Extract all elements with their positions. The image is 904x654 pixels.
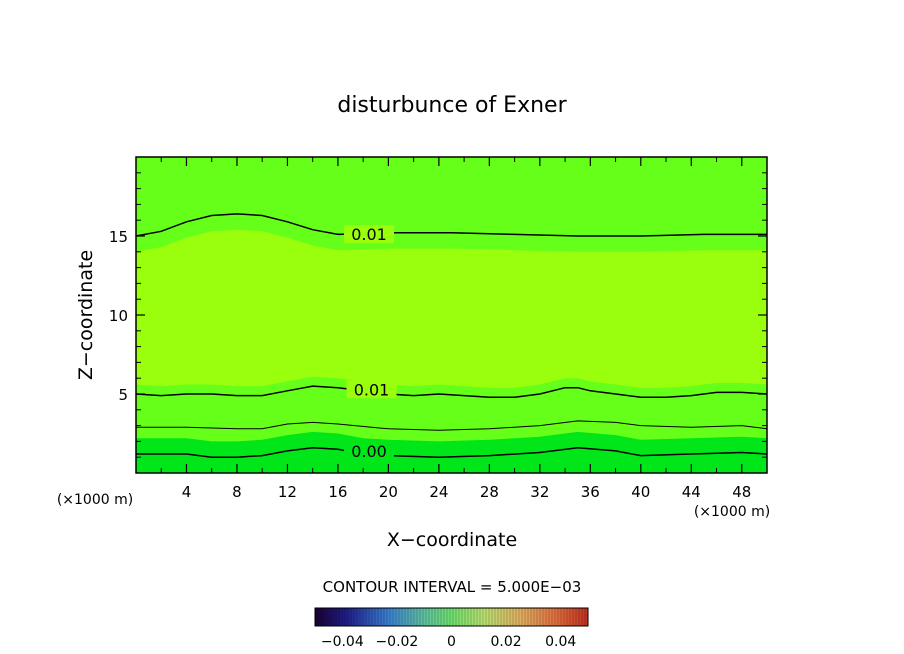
- x-tick-label: 8: [232, 483, 242, 501]
- x-axis-label: X−coordinate: [387, 529, 517, 551]
- contour-line: [135, 213, 767, 237]
- x-tick-label: 4: [182, 483, 192, 501]
- contour-label: 0.01: [354, 380, 390, 399]
- colorbar: −0.04 −0.02 0 0.02 0.04: [314, 607, 589, 650]
- chart-title: disturbunce of Exner: [337, 93, 567, 118]
- colorbar-tick-label: −0.04: [321, 634, 364, 650]
- x-tick-label: 44: [682, 483, 701, 501]
- y-axis-label: Z−coordinate: [75, 250, 97, 380]
- colorbar-tick-label: −0.02: [375, 634, 418, 650]
- colorbar-frame: [314, 607, 589, 627]
- contour-label-bg: [344, 225, 395, 244]
- lower-fill-band: [136, 431, 767, 473]
- contour-label: 0.01: [351, 225, 387, 244]
- x-tick-label: 32: [530, 483, 549, 501]
- x-tick-label: 28: [480, 483, 499, 501]
- x-tick-label: 24: [429, 483, 448, 501]
- contour-label: 0.00: [351, 442, 387, 461]
- x-tick-label: 16: [328, 483, 347, 501]
- contour-lines: 0.01 0.01 0.00: [135, 213, 768, 461]
- y-tick-label: 10: [109, 307, 128, 325]
- contour-line: [136, 420, 768, 431]
- x-unit-right: (×1000 m): [694, 504, 770, 520]
- x-unit-left: (×1000 m): [57, 492, 133, 508]
- contour-label-bg: [346, 380, 397, 399]
- x-tick-label: 48: [732, 483, 751, 501]
- middle-fill-band: [136, 229, 767, 388]
- contour-interval-note: CONTOUR INTERVAL = 5.000E−03: [323, 578, 582, 596]
- colorbar-gradient: [315, 608, 588, 626]
- contour-label-bg: [344, 442, 395, 461]
- colorbar-tick-label: 0.02: [491, 634, 522, 650]
- colorbar-tick-label: 0.04: [545, 634, 576, 650]
- colorbar-ticks: −0.04 −0.02 0 0.02 0.04: [321, 634, 577, 650]
- x-tick-label: 40: [631, 483, 650, 501]
- x-tick-label: 12: [278, 483, 297, 501]
- colorbar-stripes: [317, 608, 586, 626]
- contour-line: [135, 385, 768, 398]
- y-tick-label: 15: [109, 228, 128, 246]
- x-tick-label: 20: [379, 483, 398, 501]
- x-tick-label: 36: [581, 483, 600, 501]
- colorbar-tick-label: 0: [447, 634, 456, 650]
- y-tick-label: 5: [118, 386, 128, 404]
